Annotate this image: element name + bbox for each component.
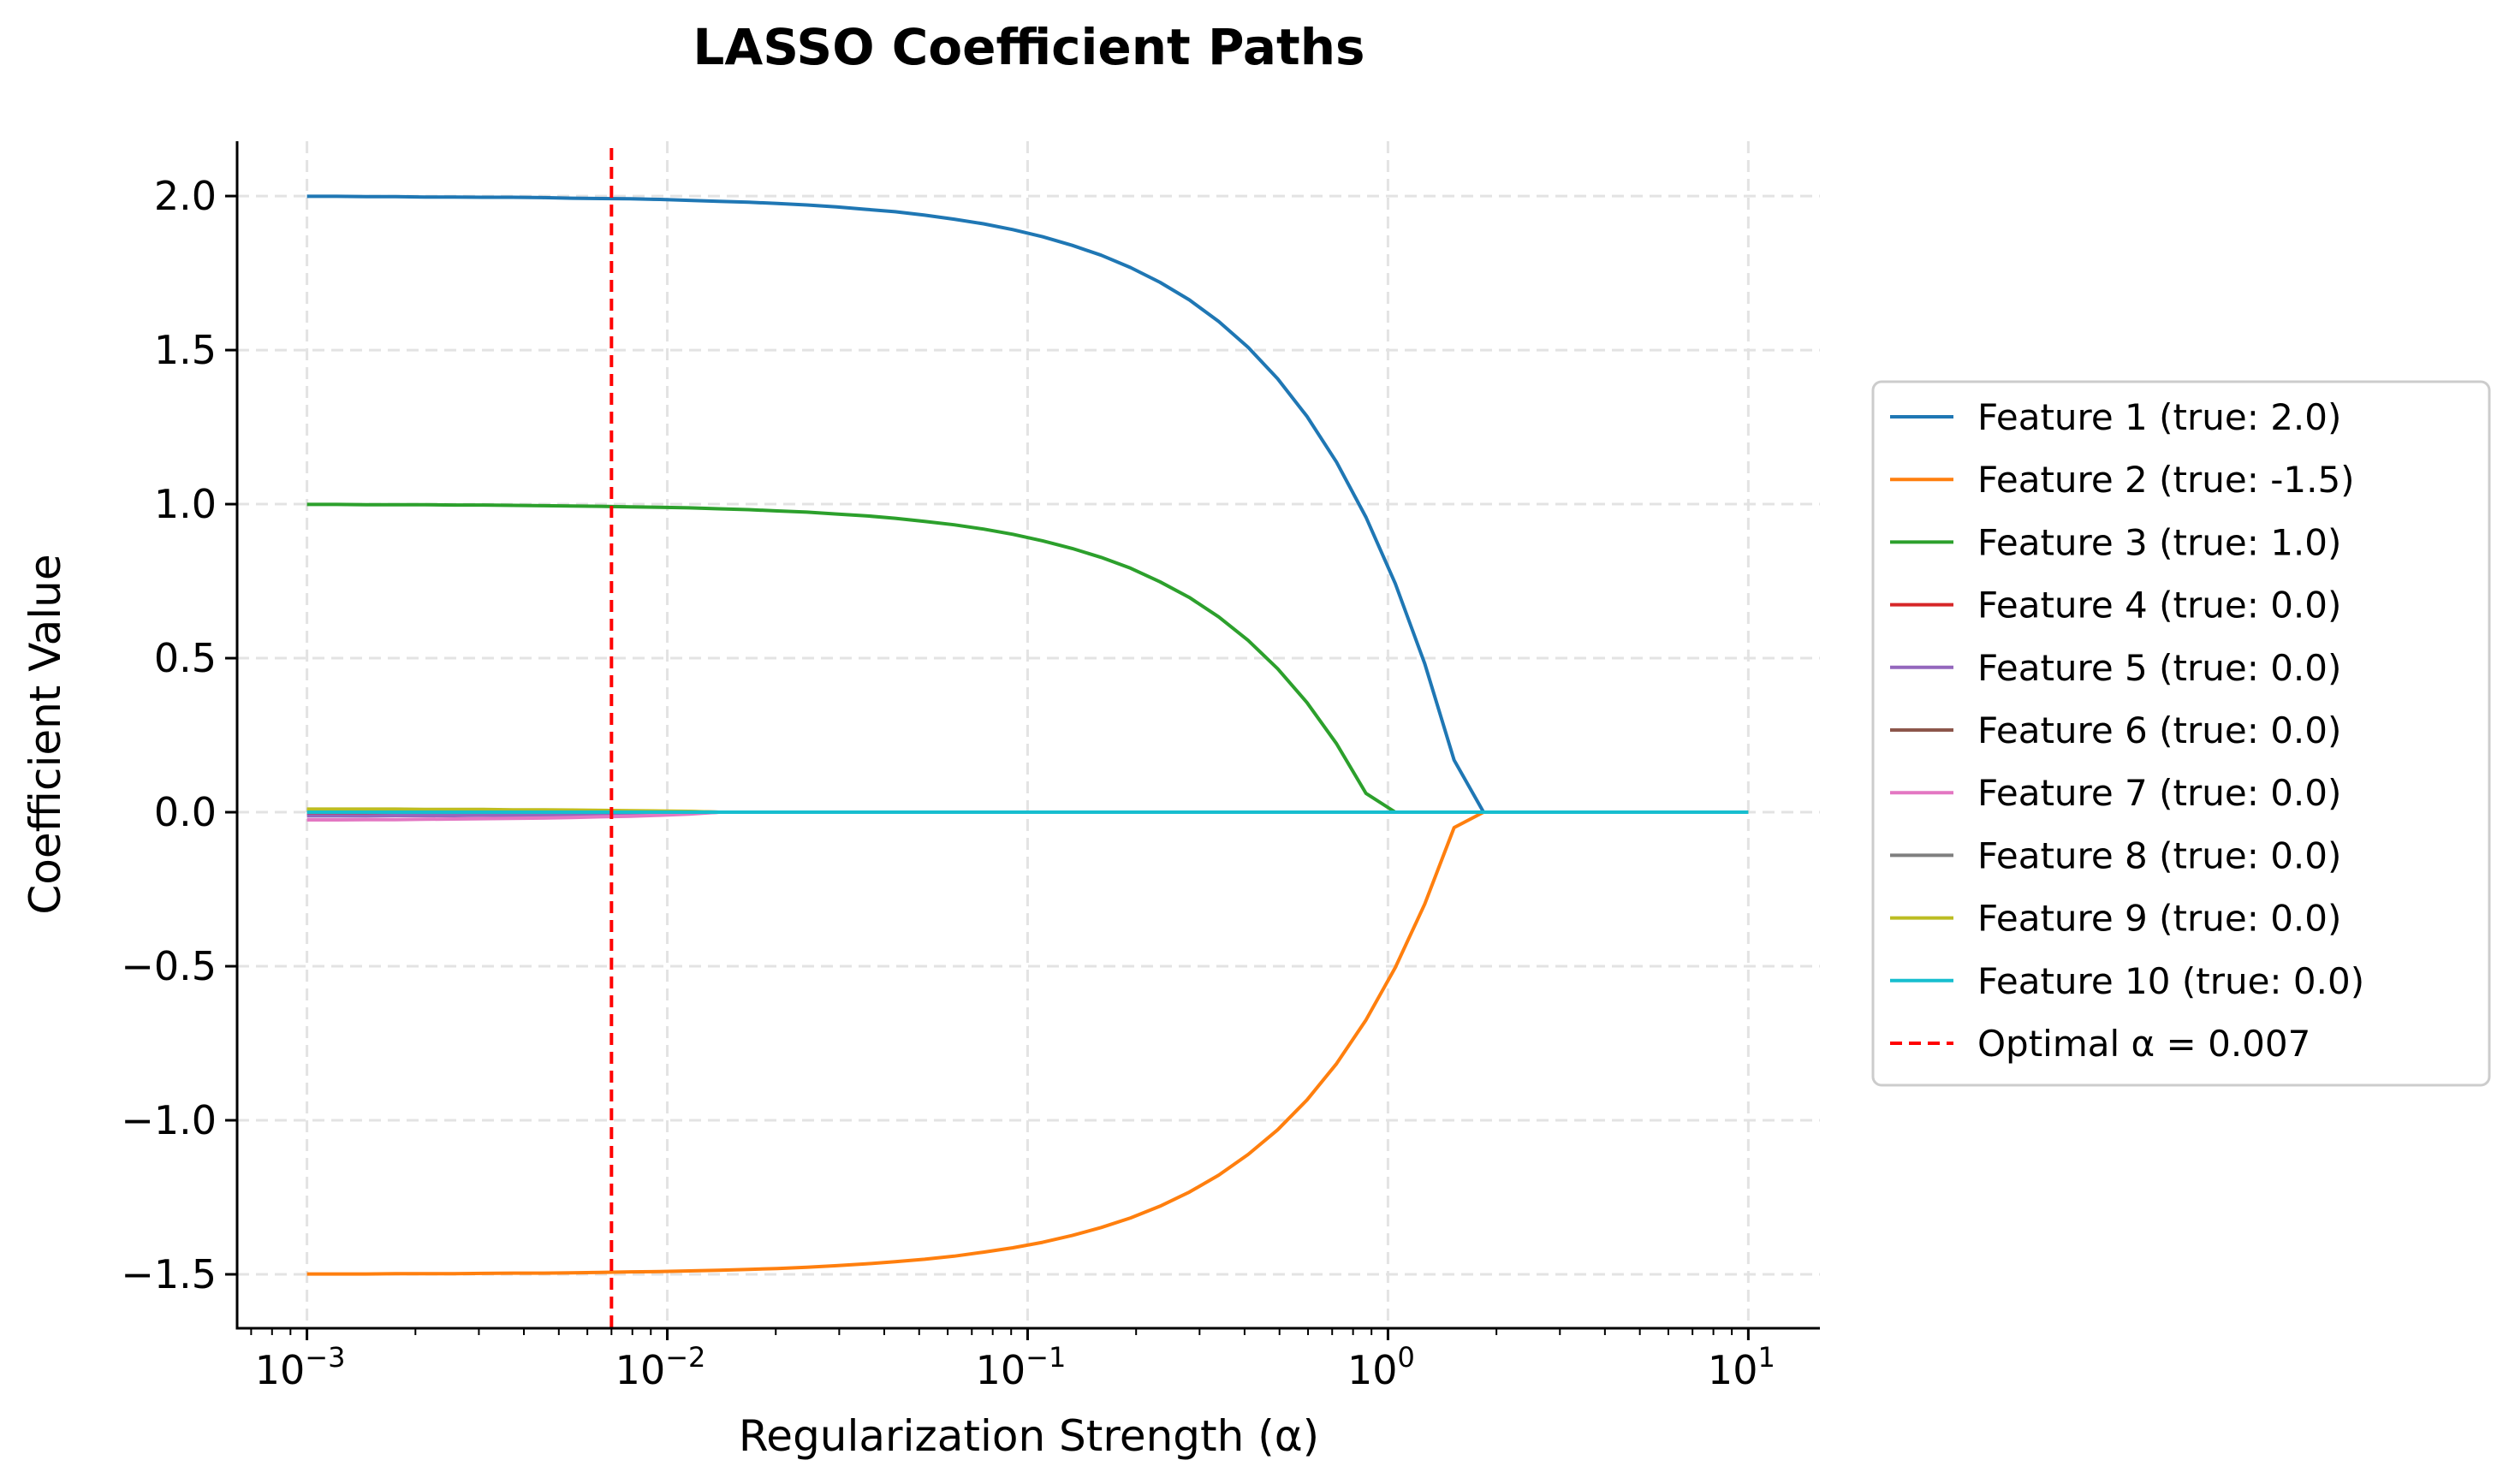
y-tick-label: 0.5	[154, 635, 217, 681]
y-tick-label: −0.5	[121, 943, 217, 989]
legend-label: Feature 7 (true: 0.0)	[1977, 772, 2341, 814]
y-tick-label: 0.0	[154, 789, 217, 835]
legend: Feature 1 (true: 2.0) Feature 2 (true: -1…	[1871, 380, 2491, 1087]
axes: 10−3 10−2 10−1 100 101 2.0 1.5 1.0 0.5 0.0 −0.5 −1.…	[121, 141, 1820, 1393]
x-axis-label: Regularization Strength (α)	[739, 1411, 1319, 1461]
y-axis-label: Coefficient Value	[21, 554, 70, 914]
legend-label: Optimal α = 0.007	[1977, 1023, 2310, 1065]
legend-label: Feature 1 (true: 2.0)	[1977, 396, 2341, 438]
legend-label: Feature 2 (true: -1.5)	[1977, 459, 2355, 501]
x-tick-label: 10−1	[976, 1341, 1067, 1393]
grid	[237, 141, 1820, 1328]
y-tick-label: 1.0	[154, 481, 217, 527]
x-tick-label: 10−2	[615, 1341, 706, 1393]
legend-label: Feature 4 (true: 0.0)	[1977, 585, 2341, 626]
legend-box	[1871, 380, 2491, 1087]
chart-title: LASSO Coefficient Paths	[693, 18, 1364, 76]
y-tick-label: 1.5	[154, 327, 217, 373]
x-tick-label: 101	[1708, 1341, 1775, 1393]
legend-label: Feature 6 (true: 0.0)	[1977, 709, 2341, 751]
y-tick-label: −1.0	[121, 1097, 217, 1143]
legend-label: Feature 5 (true: 0.0)	[1977, 647, 2341, 689]
y-tick-label: −1.5	[121, 1251, 217, 1297]
x-tick-label: 10−3	[255, 1341, 346, 1393]
legend-label: Feature 10 (true: 0.0)	[1977, 960, 2364, 1002]
legend-label: Feature 3 (true: 1.0)	[1977, 521, 2341, 563]
legend-label: Feature 9 (true: 0.0)	[1977, 898, 2341, 940]
x-tick-label: 100	[1347, 1341, 1415, 1393]
y-tick-label: 2.0	[154, 173, 217, 219]
legend-label: Feature 8 (true: 0.0)	[1977, 834, 2341, 876]
series-lines	[306, 148, 1749, 1328]
